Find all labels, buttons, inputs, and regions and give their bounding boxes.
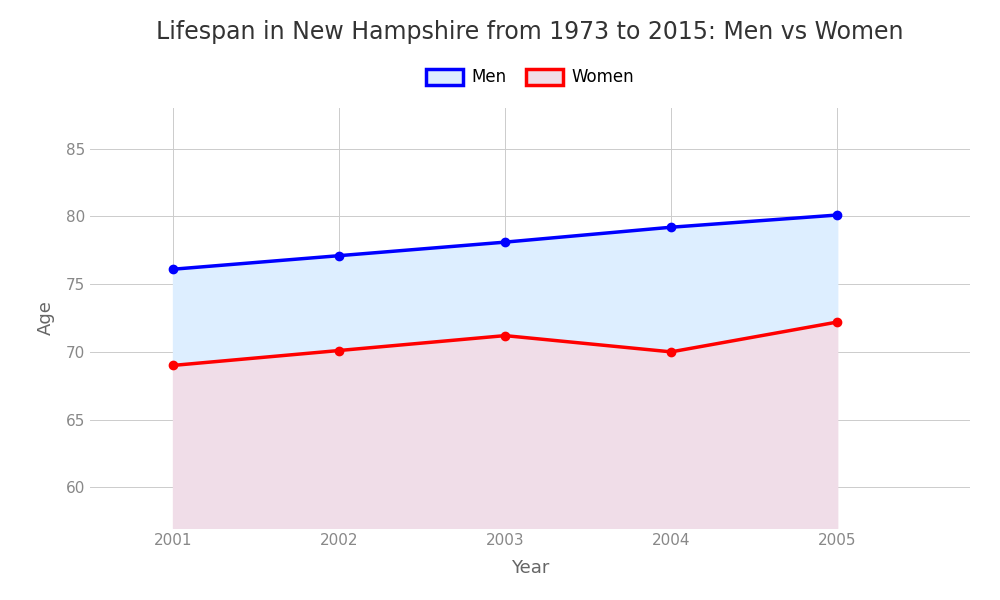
X-axis label: Year: Year bbox=[511, 559, 549, 577]
Legend: Men, Women: Men, Women bbox=[419, 62, 641, 93]
Title: Lifespan in New Hampshire from 1973 to 2015: Men vs Women: Lifespan in New Hampshire from 1973 to 2… bbox=[156, 20, 904, 44]
Y-axis label: Age: Age bbox=[37, 301, 55, 335]
